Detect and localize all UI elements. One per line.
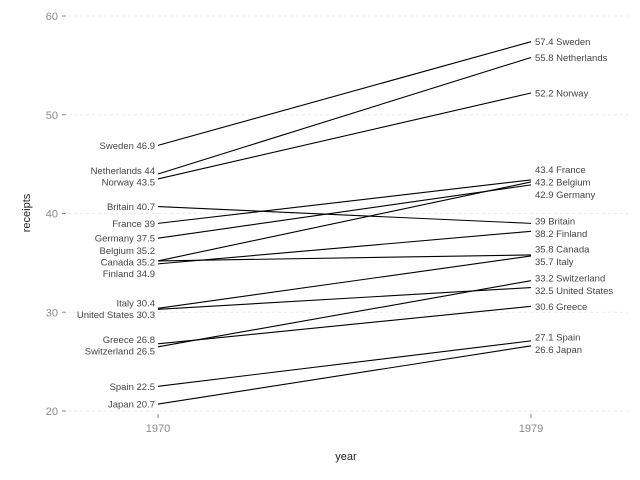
left-label: Norway 43.5 <box>102 178 155 189</box>
y-tick-label: 50 <box>46 110 58 122</box>
right-label: 35.8 Canada <box>535 245 590 256</box>
line-switzerland <box>157 280 532 348</box>
line-finland <box>157 230 532 265</box>
left-label: Spain 22.5 <box>110 382 155 393</box>
line-netherlands <box>157 56 532 175</box>
left-label: Italy 30.4 <box>116 299 155 310</box>
right-label: 57.4 Sweden <box>535 37 590 48</box>
right-label: 39 Britain <box>535 217 575 228</box>
right-label: 52.2 Norway <box>535 89 589 100</box>
right-label: 35.7 Italy <box>535 257 574 268</box>
x-tick-label: 1970 <box>146 423 170 435</box>
line-germany <box>157 184 532 239</box>
y-tick-label: 60 <box>46 11 58 23</box>
left-label: Sweden 46.9 <box>100 141 155 152</box>
line-belgium <box>157 181 532 262</box>
line-sweden <box>157 41 532 146</box>
x-tick-label: 1979 <box>519 423 543 435</box>
y-tick-label: 40 <box>46 209 58 221</box>
right-label: 32.5 United States <box>535 286 613 297</box>
y-axis: 20 30 40 50 60 <box>46 11 66 418</box>
left-label: Greece 26.8 <box>103 335 155 346</box>
series-lines <box>157 41 532 405</box>
line-britain <box>157 206 532 224</box>
line-norway <box>157 92 532 180</box>
left-label: Canada 35.2 <box>101 257 155 268</box>
line-greece <box>157 305 532 345</box>
left-label: Netherlands 44 <box>91 166 155 177</box>
left-label: France 39 <box>112 219 155 230</box>
line-japan <box>157 345 532 405</box>
line-canada <box>157 254 532 262</box>
left-label: Switzerland 26.5 <box>85 347 155 358</box>
right-label: 33.2 Switzerland <box>535 273 605 284</box>
left-label: Belgium 35.2 <box>100 246 155 257</box>
x-axis-title: year <box>335 451 357 463</box>
left-label: Japan 20.7 <box>108 400 155 411</box>
right-label: 42.9 Germany <box>535 190 595 201</box>
left-label: United States 30.3 <box>77 310 155 321</box>
y-axis-title: receipts <box>21 193 33 232</box>
left-label: Germany 37.5 <box>95 234 155 245</box>
right-label: 43.2 Belgium <box>535 178 591 189</box>
right-label: 26.6 Japan <box>535 345 582 356</box>
y-tick-label: 30 <box>46 307 58 319</box>
right-label: 43.4 France <box>535 165 586 176</box>
y-tick-label: 20 <box>46 406 58 418</box>
right-label: 27.1 Spain <box>535 333 580 344</box>
left-label: Britain 40.7 <box>107 202 155 213</box>
right-labels: 57.4 Sweden 55.8 Netherlands 52.2 Norway 39… <box>535 37 613 356</box>
x-axis: 1970 1979 <box>146 414 543 435</box>
right-label: 55.8 Netherlands <box>535 53 608 64</box>
line-france <box>157 179 532 224</box>
left-label: Finland 34.9 <box>103 269 155 280</box>
line-italy <box>157 255 532 309</box>
right-label: 38.2 Finland <box>535 229 587 240</box>
line-spain <box>157 340 532 387</box>
right-label: 30.6 Greece <box>535 302 587 313</box>
